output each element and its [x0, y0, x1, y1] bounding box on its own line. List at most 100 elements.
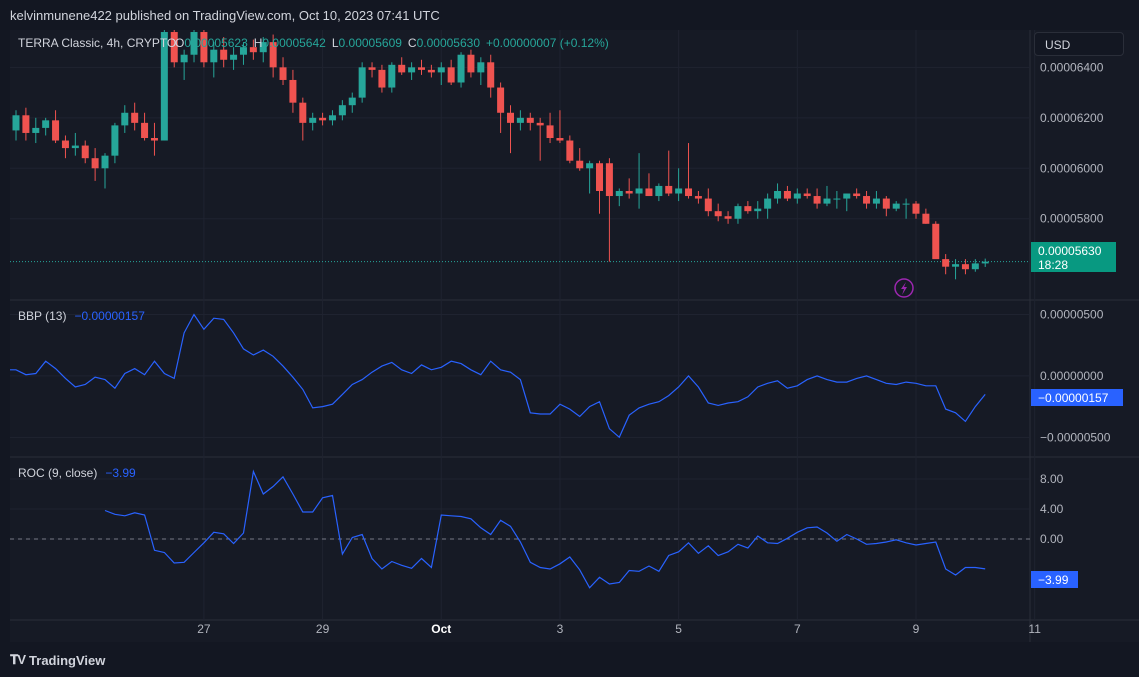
candle	[596, 160, 604, 214]
candle-body	[724, 216, 732, 219]
candle-body	[872, 198, 880, 204]
candle	[754, 201, 762, 219]
candle-body	[605, 163, 613, 197]
candle	[230, 47, 238, 70]
bbp-legend: BBP (13) −0.00000157	[18, 309, 145, 323]
candle	[141, 112, 149, 141]
candle	[586, 160, 594, 194]
candle	[635, 153, 643, 209]
chart-svg[interactable]: 27 29 Oct 3 5 7 9 11 0.00006400 0.00006200 0.00006…	[6, 26, 1139, 642]
candle	[912, 201, 920, 219]
candle-body	[734, 206, 742, 219]
candle-body	[42, 120, 50, 128]
tradingview-logo: 𝐓V TradingView	[10, 652, 105, 668]
x-tick-label: 9	[913, 622, 920, 636]
candle	[200, 26, 208, 68]
candle-body	[892, 203, 900, 209]
candle-body	[91, 158, 99, 169]
legend-c-label: C	[408, 36, 417, 50]
chart-area[interactable]: 27 29 Oct 3 5 7 9 11 0.00006400 0.00006200 0.00006…	[6, 26, 1139, 642]
candle	[783, 185, 791, 202]
candle	[190, 26, 198, 63]
candle	[615, 188, 623, 207]
candle-body	[704, 198, 712, 212]
candle-body	[576, 160, 584, 169]
candle	[892, 201, 900, 212]
top-bar: kelvinmunene422 published on TradingView…	[0, 0, 1139, 30]
candle	[932, 221, 940, 260]
candle-body	[12, 115, 20, 131]
candle	[467, 49, 475, 78]
candle-body	[645, 188, 653, 197]
candle-body	[269, 42, 277, 68]
currency-button[interactable]: USD	[1034, 32, 1124, 56]
candle	[625, 178, 633, 199]
candle	[249, 39, 257, 60]
last-price-badge	[1031, 242, 1116, 272]
candle-body	[338, 105, 346, 116]
candle-body	[319, 117, 327, 121]
candle-body	[417, 67, 425, 70]
candle-body	[81, 145, 89, 159]
candle-body	[32, 127, 40, 133]
candle-body	[101, 155, 109, 169]
candle	[210, 42, 218, 78]
candle-body	[378, 69, 386, 88]
candle-body	[813, 196, 821, 204]
candle	[961, 259, 969, 275]
legend-h-value: 0.00005642	[262, 36, 326, 50]
candle	[121, 105, 129, 133]
candle-body	[170, 32, 178, 63]
candle	[309, 112, 317, 131]
tradingview-logo-icon: 𝐓V	[10, 652, 26, 667]
candle-body	[902, 203, 910, 205]
candle-body	[141, 122, 149, 138]
candle	[328, 110, 336, 126]
candle	[605, 158, 613, 262]
candle	[507, 105, 514, 154]
candle	[546, 112, 554, 144]
candle-body	[180, 54, 188, 63]
bbp-y-tick: −0.00000500	[1040, 430, 1111, 444]
candle-body	[408, 67, 416, 73]
candle-body	[586, 163, 594, 169]
candle	[872, 190, 880, 209]
candle-body	[150, 138, 158, 141]
bbp-legend-value: −0.00000157	[74, 309, 145, 323]
candle-body	[22, 115, 30, 133]
candle	[971, 259, 979, 272]
candle-body	[259, 42, 267, 53]
bbp-line	[6, 313, 986, 439]
candle	[526, 112, 534, 131]
candle-body	[71, 145, 79, 149]
price-y-tick: 0.00006400	[1040, 60, 1104, 74]
lightning-icon[interactable]	[894, 278, 914, 298]
candle-body	[655, 185, 663, 197]
candle-body	[220, 49, 228, 60]
candle-body	[961, 264, 969, 270]
candle-body	[111, 125, 119, 156]
candle	[863, 190, 871, 209]
candle	[566, 135, 574, 164]
candle-body	[714, 211, 722, 217]
candle	[269, 34, 277, 78]
x-tick-label: 5	[675, 622, 682, 636]
candle-body	[546, 125, 554, 138]
candle-body	[388, 64, 396, 88]
candle-body	[833, 198, 841, 200]
candle-body	[52, 120, 60, 141]
x-tick-label: 27	[197, 622, 211, 636]
candle-body	[239, 47, 247, 55]
candle	[398, 57, 406, 75]
candle	[170, 26, 178, 68]
candle	[685, 143, 693, 199]
candle-body	[131, 112, 139, 123]
candle	[131, 102, 139, 131]
candle-body	[230, 54, 238, 60]
candle-body	[853, 193, 861, 197]
roc-line	[104, 469, 986, 589]
roc-legend: ROC (9, close) −3.99	[18, 466, 136, 480]
legend-change: +0.00000007 (+0.12%)	[486, 36, 609, 50]
candle	[714, 203, 722, 222]
candle-body	[526, 117, 534, 123]
